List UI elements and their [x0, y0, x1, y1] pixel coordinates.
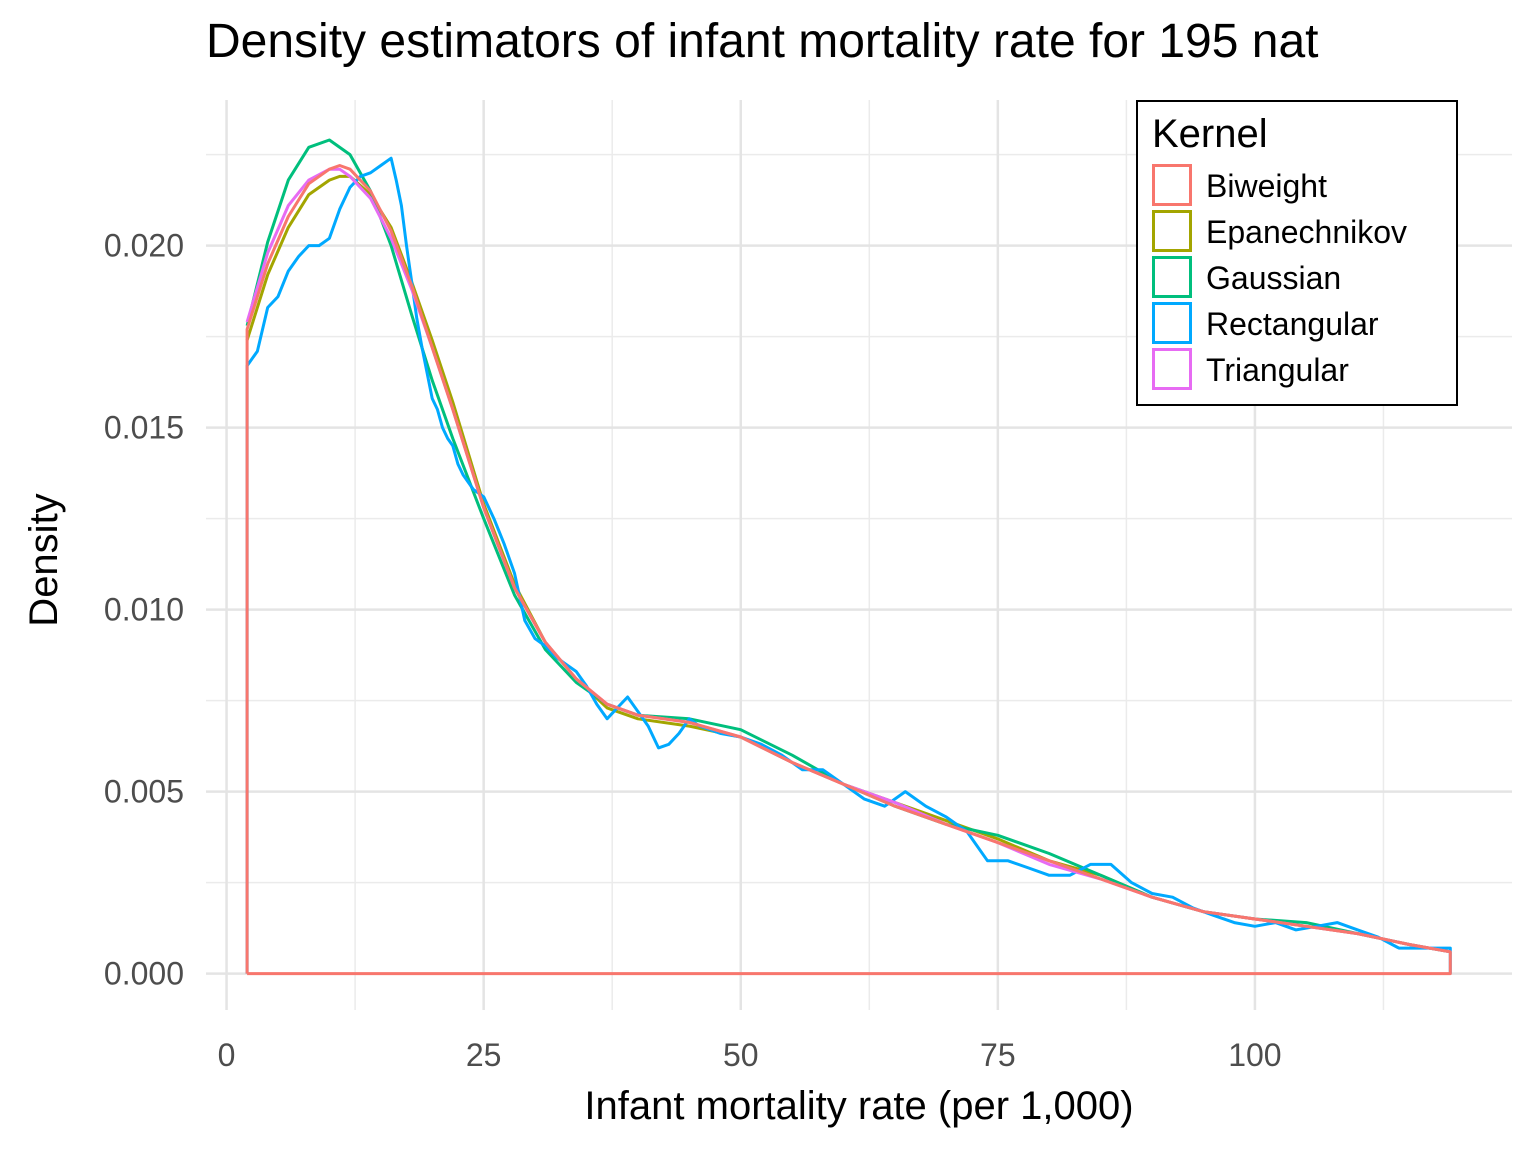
- y-tick-label: 0.010: [104, 592, 184, 628]
- legend-item-gaussian: Gaussian: [1152, 256, 1452, 302]
- legend-label: Triangular: [1206, 352, 1349, 388]
- series-layer: [245, 138, 1452, 976]
- series-line-biweight: [245, 164, 1452, 976]
- legend-key-triangular: [1152, 348, 1192, 390]
- y-tick-label: 0.015: [104, 410, 184, 446]
- legend-label: Rectangular: [1206, 306, 1379, 342]
- x-tick-label: 100: [1228, 1037, 1281, 1073]
- legend-key-gaussian: [1152, 256, 1192, 298]
- y-tick-label: 0.020: [104, 228, 184, 264]
- legend-title: Kernel: [1152, 112, 1268, 156]
- tick-label-layer: 0 25 50 75 100 0.000 0.005 0.010 0.015 0.020: [104, 228, 1282, 1073]
- y-tick-label: 0.000: [104, 956, 184, 992]
- x-tick-label: 0: [218, 1037, 236, 1073]
- legend-key-biweight: [1152, 164, 1192, 206]
- legend-item-epanechnikov: Epanechnikov: [1152, 210, 1452, 256]
- legend-item-biweight: Biweight: [1152, 164, 1452, 210]
- legend-label: Epanechnikov: [1206, 214, 1408, 250]
- legend-key-epanechnikov: [1152, 210, 1192, 252]
- chart-title: Density estimators of infant mortality r…: [206, 15, 1319, 68]
- x-tick-label: 50: [723, 1037, 759, 1073]
- y-axis-title: Density: [22, 493, 66, 627]
- series-line-rectangular: [245, 156, 1452, 974]
- legend-label: Gaussian: [1206, 260, 1342, 296]
- x-tick-label: 75: [980, 1037, 1016, 1073]
- legend-label: Biweight: [1206, 168, 1327, 204]
- legend-item-triangular: Triangular: [1152, 348, 1452, 394]
- legend-key-rectangular: [1152, 302, 1192, 344]
- legend: Kernel Biweight Epanechnikov Gaussian Recta…: [1136, 100, 1458, 406]
- x-tick-label: 25: [466, 1037, 502, 1073]
- y-tick-label: 0.005: [104, 774, 184, 810]
- x-axis-title: Infant mortality rate (per 1,000): [584, 1084, 1134, 1128]
- legend-item-rectangular: Rectangular: [1152, 302, 1452, 348]
